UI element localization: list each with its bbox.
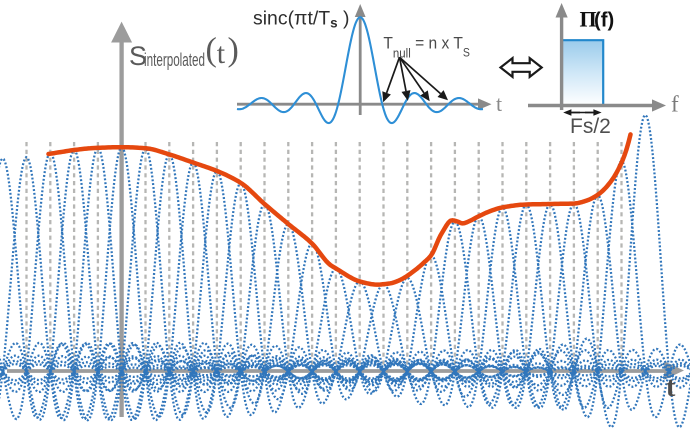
svg-text:t: t [496, 91, 502, 116]
svg-text:interpolated: interpolated [144, 50, 205, 70]
svg-text:t: t [666, 372, 676, 403]
svg-text:): ) [228, 32, 239, 69]
svg-text:sinc(πt/Ts ): sinc(πt/Ts ) [253, 7, 350, 30]
svg-text:(: ( [206, 32, 217, 69]
svg-text:Fs/2: Fs/2 [570, 115, 611, 138]
svg-text:t: t [217, 37, 226, 70]
svg-text:S: S [129, 41, 147, 71]
svg-text:f: f [671, 92, 679, 117]
svg-text:(f): (f) [594, 9, 614, 31]
svg-text:Π: Π [580, 6, 597, 31]
